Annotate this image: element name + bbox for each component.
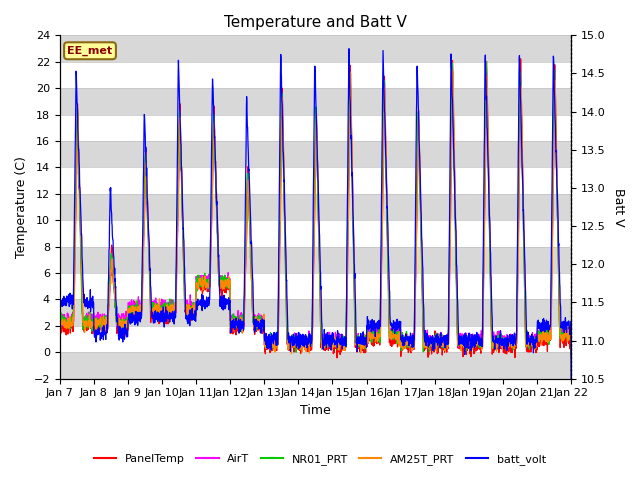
Bar <box>60 88 571 115</box>
X-axis label: Time: Time <box>300 404 331 417</box>
Bar <box>60 352 571 379</box>
Bar <box>60 115 571 141</box>
Bar <box>60 141 571 168</box>
Bar <box>60 326 571 352</box>
Y-axis label: Batt V: Batt V <box>612 188 625 227</box>
Bar <box>60 62 571 88</box>
Bar <box>60 36 571 62</box>
Bar <box>60 194 571 220</box>
Bar <box>60 220 571 247</box>
Bar <box>60 247 571 273</box>
Text: EE_met: EE_met <box>67 46 113 56</box>
Legend: PanelTemp, AirT, NR01_PRT, AM25T_PRT, batt_volt: PanelTemp, AirT, NR01_PRT, AM25T_PRT, ba… <box>90 450 550 469</box>
Bar <box>60 273 571 300</box>
Title: Temperature and Batt V: Temperature and Batt V <box>224 15 407 30</box>
Bar <box>60 300 571 326</box>
Bar <box>60 168 571 194</box>
Y-axis label: Temperature (C): Temperature (C) <box>15 156 28 258</box>
